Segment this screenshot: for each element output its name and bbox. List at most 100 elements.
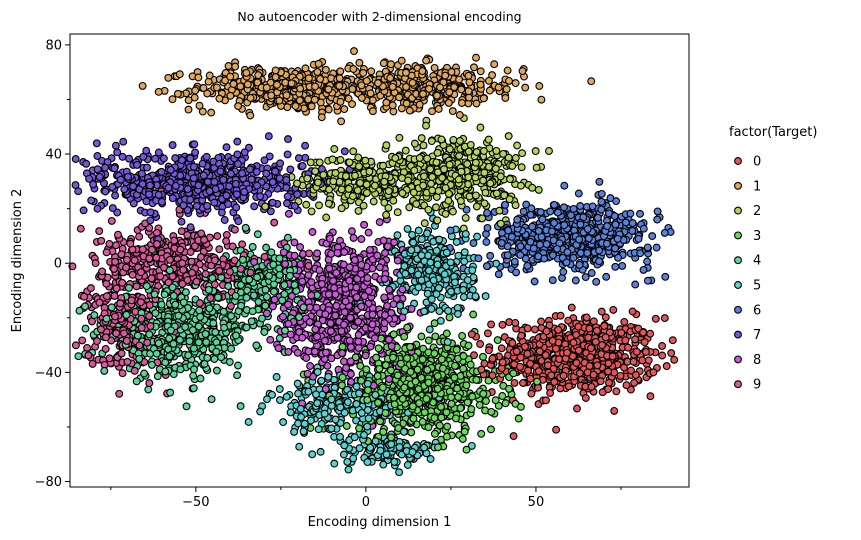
data-point <box>452 345 461 354</box>
data-point <box>274 344 283 353</box>
data-point <box>463 398 472 407</box>
data-point <box>74 352 83 361</box>
data-point <box>462 381 471 390</box>
data-point <box>260 252 269 261</box>
data-point <box>517 331 526 340</box>
data-point <box>294 389 303 398</box>
data-point <box>98 267 107 276</box>
data-point <box>352 293 361 302</box>
data-point <box>407 428 416 437</box>
data-point <box>431 332 440 341</box>
data-point <box>482 397 490 405</box>
data-point <box>602 272 611 281</box>
data-point <box>349 147 358 156</box>
data-point <box>306 362 315 370</box>
data-point <box>246 111 255 120</box>
data-point <box>445 313 454 322</box>
data-point <box>301 64 310 73</box>
data-point <box>474 254 483 263</box>
data-point <box>432 158 441 167</box>
data-point <box>510 378 519 387</box>
data-point <box>498 320 507 329</box>
data-point <box>298 333 307 342</box>
data-point <box>433 216 442 225</box>
data-point <box>573 404 581 413</box>
data-point <box>460 257 469 266</box>
data-point <box>536 208 545 217</box>
data-point <box>628 307 637 316</box>
data-point <box>581 394 590 402</box>
data-point <box>527 204 536 213</box>
data-point <box>197 253 205 262</box>
data-point <box>226 72 235 81</box>
data-point <box>354 206 363 215</box>
data-point <box>481 292 490 301</box>
data-point <box>89 180 98 189</box>
data-point <box>459 293 468 301</box>
data-point <box>498 392 507 400</box>
data-point <box>248 242 257 251</box>
data-point <box>526 374 535 383</box>
data-point <box>290 427 299 436</box>
data-point <box>68 262 77 271</box>
data-point <box>203 89 212 98</box>
data-point <box>546 207 555 216</box>
data-point <box>91 259 100 268</box>
data-point <box>516 181 525 190</box>
data-point <box>324 105 333 114</box>
data-point <box>651 314 660 323</box>
data-point <box>462 445 471 454</box>
data-point <box>403 224 412 233</box>
data-point <box>667 349 676 358</box>
data-point <box>611 262 620 271</box>
data-point <box>290 238 299 247</box>
data-point <box>415 154 424 162</box>
data-point <box>592 277 601 286</box>
data-point <box>284 209 293 218</box>
data-point <box>125 154 134 163</box>
data-point <box>504 132 513 141</box>
data-point <box>368 107 377 116</box>
data-point <box>468 266 477 275</box>
data-point <box>145 379 154 388</box>
data-point <box>482 238 491 246</box>
data-point <box>417 332 426 341</box>
data-point <box>336 432 344 441</box>
data-point <box>395 443 404 452</box>
data-point <box>461 213 470 222</box>
data-point <box>374 344 383 353</box>
data-point <box>283 233 292 242</box>
data-point <box>286 165 295 174</box>
data-point <box>317 376 326 385</box>
data-point <box>201 270 210 278</box>
data-point <box>71 181 80 190</box>
data-point <box>307 207 316 216</box>
data-point <box>200 235 209 244</box>
data-point <box>423 229 432 238</box>
data-point <box>652 243 661 252</box>
data-point <box>283 103 292 112</box>
data-point <box>366 342 375 351</box>
data-point <box>113 148 122 157</box>
data-point <box>537 95 546 104</box>
data-point <box>101 187 110 196</box>
data-point <box>87 196 96 205</box>
data-point <box>130 366 139 375</box>
data-point <box>668 336 677 345</box>
data-point <box>503 66 512 75</box>
data-point <box>348 100 357 109</box>
data-point <box>494 270 503 279</box>
data-point <box>300 419 309 428</box>
data-point <box>129 199 138 208</box>
data-point <box>484 346 493 355</box>
data-point <box>497 344 506 353</box>
data-point <box>606 194 615 203</box>
data-point <box>523 324 532 333</box>
data-point <box>560 181 569 190</box>
data-point <box>284 300 293 309</box>
data-point <box>283 150 292 159</box>
data-point <box>202 152 211 161</box>
data-point <box>490 60 499 69</box>
data-point <box>379 236 388 245</box>
data-point <box>430 429 439 438</box>
